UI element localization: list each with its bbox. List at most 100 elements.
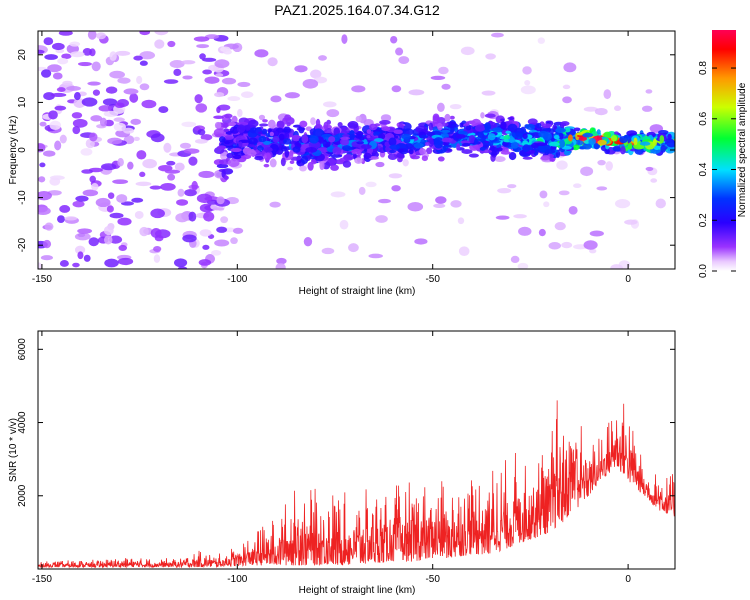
heatmap-blob	[56, 87, 66, 93]
heatmap-blob	[518, 226, 532, 236]
heatmap-blob	[548, 141, 560, 147]
heatmap-blob	[115, 50, 131, 56]
heatmap-blob	[104, 258, 119, 268]
heatmap-blob	[196, 44, 210, 49]
heatmap-blob	[288, 133, 293, 138]
heatmap-blob	[284, 92, 300, 99]
heatmap-blob	[270, 95, 282, 103]
heatmap-blob	[133, 55, 143, 61]
heatmap-blob	[229, 126, 240, 134]
heatmap-blob	[221, 169, 226, 178]
heatmap-blob	[458, 246, 470, 257]
heatmap-blob	[400, 133, 412, 140]
colorbar-ticks: 0.0 0.2 0.4 0.6 0.8	[698, 61, 736, 278]
heatmap-blob	[522, 144, 531, 153]
heatmap-blob	[315, 118, 321, 128]
heatmap-blob	[263, 163, 270, 168]
spectrogram-ytick-label: 0	[17, 147, 28, 153]
heatmap-blob	[322, 101, 337, 108]
heatmap-blob	[522, 133, 528, 140]
heatmap-blob	[227, 96, 241, 102]
heatmap-blob	[460, 46, 475, 56]
heatmap-blob	[58, 31, 73, 36]
heatmap-blob	[105, 86, 118, 94]
heatmap-blob	[51, 42, 65, 51]
heatmap-blob	[158, 106, 169, 113]
heatmap-blob	[163, 142, 172, 153]
heatmap-blob	[330, 191, 346, 198]
heatmap-blob	[393, 129, 404, 135]
heatmap-blob	[139, 60, 148, 66]
heatmap-blob	[153, 245, 162, 253]
snr-xtick-label: -100	[227, 574, 247, 585]
heatmap-blob	[323, 121, 329, 130]
heatmap-blob	[123, 88, 139, 95]
heatmap-blob	[596, 129, 601, 135]
heatmap-blob	[102, 98, 118, 106]
heatmap-blob	[87, 31, 97, 40]
heatmap-blob	[95, 197, 111, 208]
heatmap-blob	[374, 123, 381, 127]
heatmap-blob	[597, 159, 606, 166]
heatmap-blob	[77, 61, 92, 67]
snr-line-layer	[38, 400, 675, 569]
heatmap-blob	[462, 142, 471, 147]
heatmap-blob	[444, 113, 451, 122]
heatmap-blob	[605, 161, 613, 171]
heatmap-blob	[127, 161, 134, 170]
heatmap-blob	[224, 113, 233, 119]
heatmap-blob	[381, 126, 391, 132]
heatmap-blob	[150, 133, 165, 143]
heatmap-blob	[419, 134, 429, 139]
heatmap-blob	[214, 92, 225, 98]
heatmap-blob	[413, 142, 424, 149]
heatmap-blob	[48, 110, 58, 120]
heatmap-blob	[312, 128, 324, 138]
heatmap-blob	[402, 159, 409, 167]
heatmap-blob	[542, 131, 553, 141]
heatmap-blob	[310, 117, 316, 126]
snr-ylabel: SNR (10 * v/v)	[8, 418, 19, 482]
heatmap-blob	[188, 156, 198, 166]
heatmap-blob	[603, 89, 612, 100]
heatmap-blob	[103, 225, 114, 236]
heatmap-blob	[57, 57, 69, 65]
heatmap-blob	[92, 89, 100, 96]
heatmap-blob	[216, 196, 225, 205]
heatmap-blob	[626, 130, 638, 137]
heatmap-blob	[620, 146, 626, 155]
heatmap-blob	[287, 166, 294, 171]
heatmap-blob	[278, 133, 285, 141]
heatmap-blob	[391, 185, 401, 192]
heatmap-blob	[158, 164, 173, 172]
heatmap-blob	[588, 138, 596, 145]
heatmap-blob	[308, 141, 321, 149]
heatmap-blob	[200, 134, 213, 141]
heatmap-blob	[176, 199, 189, 206]
heatmap-blob	[560, 121, 570, 126]
heatmap-blob	[38, 176, 46, 183]
heatmap-blob	[619, 135, 628, 144]
heatmap-blob	[500, 118, 505, 122]
heatmap-blob	[347, 120, 359, 129]
heatmap-blob	[535, 142, 548, 146]
heatmap-blob	[388, 137, 397, 146]
heatmap-blob	[42, 239, 52, 249]
heatmap-blob	[181, 60, 196, 65]
colorbar-tick-label: 0.8	[698, 61, 709, 75]
heatmap-blob	[410, 155, 420, 160]
heatmap-blob	[77, 228, 93, 234]
heatmap-blob	[433, 203, 446, 208]
heatmap-blob	[43, 37, 54, 46]
heatmap-blob	[276, 120, 284, 127]
heatmap-blob	[117, 257, 134, 266]
heatmap-blob	[139, 51, 156, 60]
heatmap-blob	[163, 79, 179, 84]
heatmap-blob	[216, 163, 229, 169]
heatmap-blob	[191, 180, 198, 191]
heatmap-blob	[408, 149, 414, 155]
heatmap-blob	[118, 244, 127, 252]
heatmap-blob	[449, 103, 462, 110]
heatmap-blob	[283, 126, 291, 134]
